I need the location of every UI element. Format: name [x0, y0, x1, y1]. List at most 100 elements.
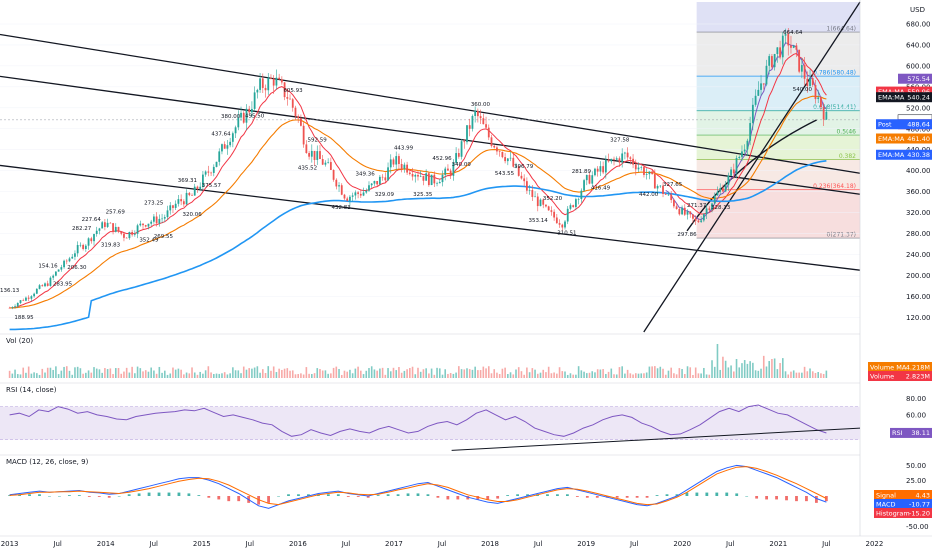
price-tag-label: Post	[878, 121, 892, 129]
candle-body	[618, 158, 621, 163]
candle-body	[681, 207, 683, 215]
macd-tag	[874, 499, 932, 509]
price-tick-label: 320.00	[906, 209, 931, 217]
macd-histogram-bar	[257, 496, 261, 505]
candle-body	[509, 157, 512, 159]
price-annotation: 327.58	[610, 138, 630, 144]
volume-bar	[191, 367, 193, 378]
volume-bar	[267, 366, 270, 378]
candle-body	[585, 174, 588, 181]
candle-body	[447, 168, 449, 171]
time-tick-label: 2018	[481, 540, 499, 548]
candle-body	[103, 222, 106, 227]
volume-bar	[289, 370, 291, 378]
fibonacci-retracement[interactable]: 1(664.64)0.786(580.48)0.618(514.41)0.5(4…	[696, 2, 860, 239]
volume-bar	[449, 373, 452, 378]
candle-body	[580, 190, 583, 200]
candle-body	[223, 144, 226, 149]
candle-body	[773, 54, 776, 68]
candle-body	[730, 169, 732, 176]
trend-line	[643, 1, 861, 333]
macd-histogram-bar	[775, 496, 778, 500]
volume-bar	[305, 367, 308, 378]
candle-body	[659, 185, 662, 187]
candle-body	[643, 167, 645, 175]
volume-bar	[82, 373, 84, 378]
volume-bar	[68, 370, 71, 378]
volume-bar	[112, 374, 114, 378]
volume-bar	[63, 366, 65, 378]
price-annotation: 320.06	[183, 212, 203, 218]
candle-body	[300, 118, 302, 126]
volume-bar	[792, 370, 795, 378]
time-axis[interactable]: 2013 Jul 2014 Jul 2015 Jul 2016 Jul 2017 Jul 2018 J…	[1, 540, 884, 548]
candle-body	[117, 226, 120, 232]
macd-histogram-bar	[824, 496, 828, 502]
volume-bar	[106, 369, 109, 378]
candle-body	[136, 225, 139, 234]
candle-body	[806, 78, 809, 87]
volume-bar	[248, 368, 250, 378]
volume-bar	[98, 369, 101, 378]
candle-body	[256, 89, 259, 93]
volume-bar	[242, 366, 245, 378]
candle-body	[713, 195, 716, 204]
volume-bar	[387, 368, 389, 378]
price-annotation: 206.30	[67, 265, 87, 271]
volume-bar	[762, 355, 765, 378]
trend-lines[interactable]	[0, 1, 861, 333]
macd-histogram-bar	[815, 496, 818, 503]
candle-body	[324, 162, 327, 165]
rsi-tag	[890, 427, 932, 438]
candle-body	[501, 151, 504, 158]
macd-histogram-bar	[765, 496, 769, 500]
candle-body	[722, 188, 724, 192]
volume-bar	[572, 374, 574, 378]
volume-bar	[640, 373, 643, 378]
candle-body	[719, 188, 722, 192]
macd-histogram-bar	[705, 492, 709, 496]
rsi-tag-value: 38.11	[911, 429, 930, 437]
candle-body	[49, 277, 52, 286]
candle-body	[65, 260, 68, 262]
volume-bar	[441, 374, 444, 378]
candle-body	[95, 230, 98, 235]
volume-bar	[757, 370, 760, 378]
volume-bar	[708, 374, 711, 378]
volume-bar	[564, 371, 566, 378]
candle-body	[283, 82, 286, 98]
volume-bar	[240, 373, 242, 378]
candle-body	[741, 151, 743, 157]
macd-histogram-bar	[436, 496, 440, 498]
rsi-tick-label: 60.00	[906, 411, 926, 419]
volume-bar	[705, 374, 708, 378]
volume-bar	[365, 370, 368, 378]
candle-body	[692, 214, 694, 219]
volume-bar	[719, 369, 721, 378]
price-annotation: 297.86	[677, 232, 697, 238]
candle-body	[242, 112, 245, 123]
volume-bar	[294, 374, 297, 378]
macd-tag-value: -10.77	[909, 500, 930, 508]
price-annotation: 369.31	[178, 178, 197, 184]
volume-bar	[632, 374, 634, 378]
volume-bar	[490, 373, 493, 378]
candle-body	[278, 77, 281, 80]
macd-tag-label: Histogram	[876, 509, 910, 517]
volume-bar	[754, 370, 757, 378]
time-tick-label: Jul	[341, 540, 351, 548]
candle-body	[487, 127, 490, 138]
macd-histogram-bar	[665, 494, 669, 496]
volume-bar	[74, 367, 76, 378]
volume-bar	[553, 372, 555, 378]
volume-bar	[409, 368, 411, 378]
volume-bar	[422, 369, 425, 378]
volume-bar	[183, 374, 185, 378]
price-tick-label: 160.00	[906, 293, 931, 301]
volume-bar	[531, 368, 534, 378]
volume-bar	[161, 372, 163, 378]
candle-body	[133, 233, 136, 235]
volume-bar	[594, 372, 596, 378]
price-annotation: 327.65	[663, 182, 683, 188]
